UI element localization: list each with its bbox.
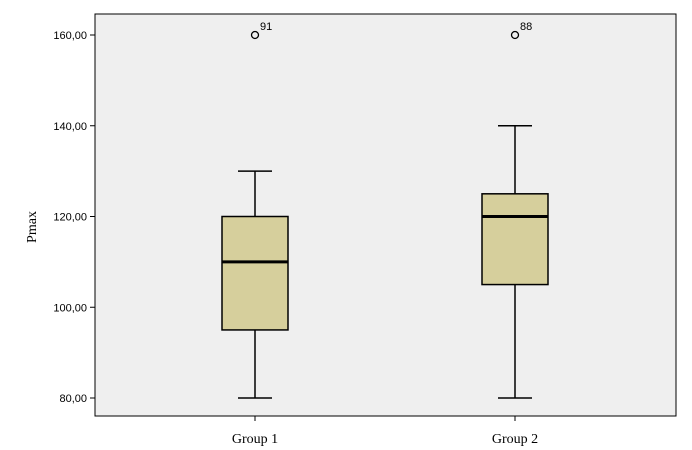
outlier-point — [250, 30, 260, 40]
plot-area — [94, 13, 677, 417]
y-tick-label: 120,00 — [53, 212, 87, 224]
y-tick-label: 80,00 — [59, 393, 87, 405]
y-axis-title: Pmax — [25, 211, 40, 243]
x-tick-label: Group 2 — [492, 432, 538, 447]
x-axis: Group 1 Group 2 — [232, 416, 538, 447]
y-tick-label: 140,00 — [53, 121, 87, 133]
box-group: 88 — [481, 21, 549, 399]
y-tick-label: 160,00 — [53, 30, 87, 42]
box-group: 91 — [221, 21, 289, 399]
outlier-label: 91 — [260, 21, 272, 33]
x-tick-label: Group 1 — [232, 432, 278, 447]
iqr-box — [221, 215, 289, 331]
outlier-label: 88 — [520, 21, 532, 33]
iqr-box — [481, 193, 549, 286]
y-tick-label: 100,00 — [53, 302, 87, 314]
boxes: 91 88 — [221, 21, 549, 399]
y-axis: 80,00 100,00 120,00 140,00 160,00 — [53, 30, 95, 405]
outlier-point — [510, 30, 520, 40]
